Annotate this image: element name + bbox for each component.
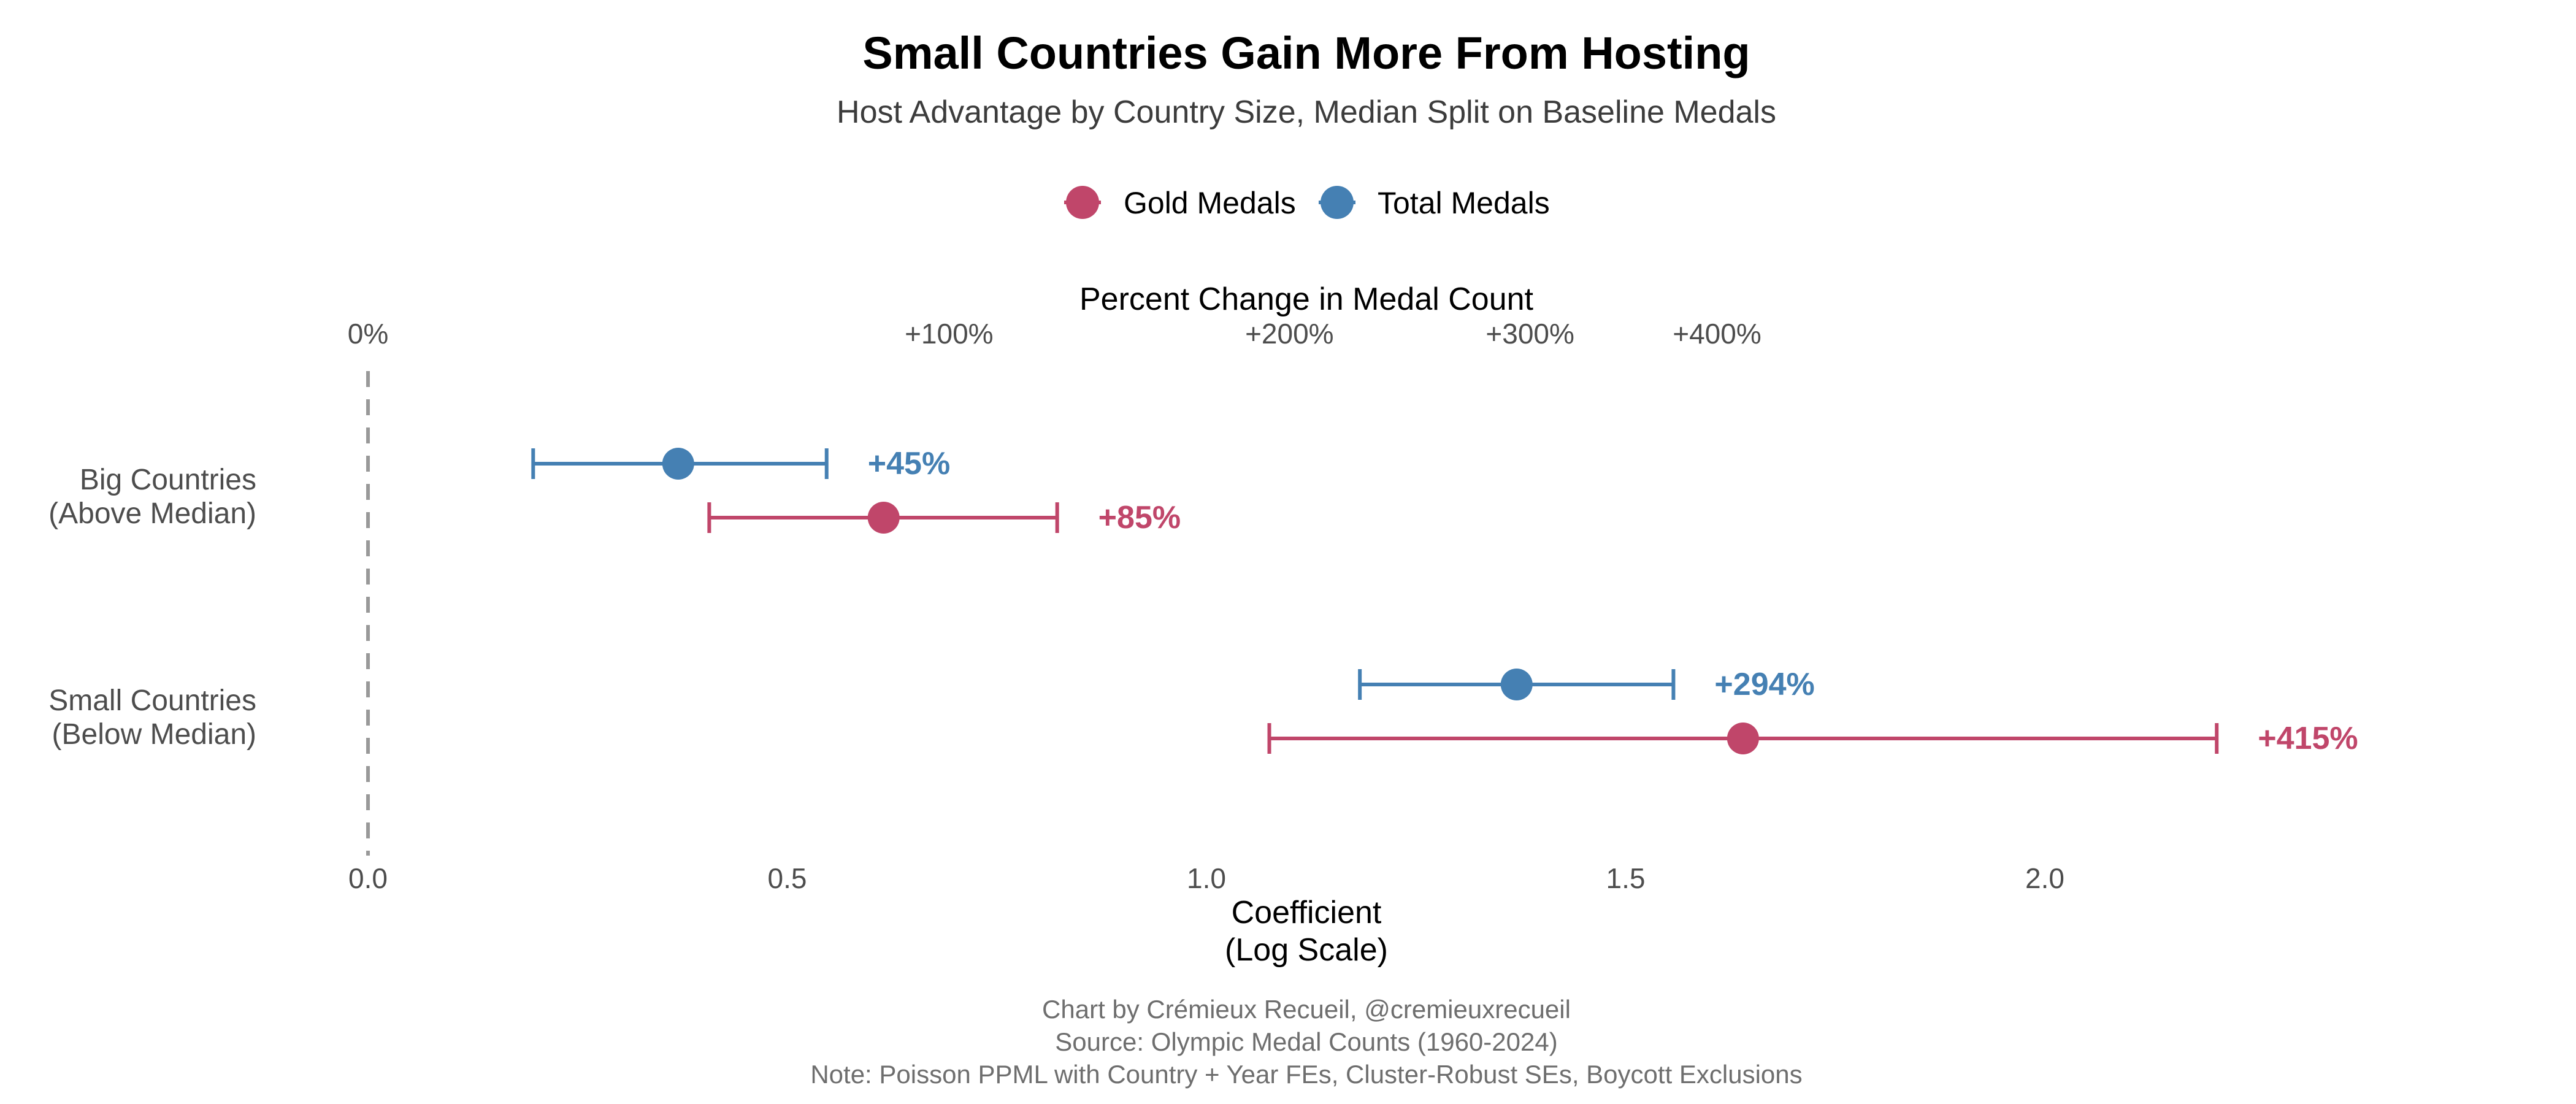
x-tick-label: 1.5 — [1606, 862, 1646, 894]
x-tick-label: 0.5 — [768, 862, 807, 894]
legend-item-total: Total Medals — [1319, 186, 1550, 220]
top-tick-label: +200% — [1245, 318, 1334, 350]
top-tick-label: +100% — [905, 318, 994, 350]
x-axis-title-line2: (Log Scale) — [1225, 932, 1388, 968]
legend-gold-label: Gold Medals — [1124, 186, 1296, 220]
point-value-label: +45% — [868, 446, 950, 481]
top-tick-label: 0% — [348, 318, 388, 350]
y-axis-labels: Big Countries(Above Median) Small Countri… — [48, 464, 256, 751]
category-label: (Below Median) — [52, 718, 256, 751]
caption: Chart by Crémieux Recueil, @cremieuxrecu… — [810, 995, 1802, 1089]
x-tick-label: 2.0 — [2025, 862, 2064, 894]
x-tick-label: 0.0 — [348, 862, 388, 894]
point-marker — [1727, 723, 1759, 754]
top-axis-ticks: 0% +100% +200% +300% +400% — [348, 318, 1761, 350]
point-value-label: +294% — [1714, 667, 1814, 702]
legend-total-marker — [1321, 186, 1354, 219]
chart-subtitle: Host Advantage by Country Size, Median S… — [837, 94, 1776, 130]
legend-gold-marker — [1066, 186, 1099, 219]
point-marker — [867, 502, 900, 534]
caption-source: Source: Olympic Medal Counts (1960-2024) — [1055, 1027, 1557, 1056]
point-value-label: +85% — [1098, 500, 1181, 535]
legend: Gold Medals Total Medals — [1064, 186, 1550, 220]
category-label: (Above Median) — [48, 497, 256, 530]
top-tick-label: +400% — [1673, 318, 1761, 350]
x-tick-label: 1.0 — [1187, 862, 1226, 894]
point-marker — [662, 448, 694, 480]
chart-title: Small Countries Gain More From Hosting — [862, 28, 1750, 79]
top-axis-title: Percent Change in Medal Count — [1079, 282, 1534, 317]
x-axis-title-line1: Coefficient — [1232, 895, 1382, 930]
legend-total-label: Total Medals — [1378, 186, 1550, 220]
x-axis-ticks: 0.0 0.5 1.0 1.5 2.0 — [348, 862, 2064, 894]
category-label: Small Countries — [48, 684, 256, 717]
point-value-label: +415% — [2258, 721, 2358, 756]
top-tick-label: +300% — [1485, 318, 1574, 350]
plot-marks: +45% +294% +85% +415% — [531, 446, 2358, 756]
caption-note: Note: Poisson PPML with Country + Year F… — [810, 1060, 1802, 1089]
legend-item-gold: Gold Medals — [1064, 186, 1296, 220]
caption-credit: Chart by Crémieux Recueil, @cremieuxrecu… — [1042, 995, 1571, 1024]
point-marker — [1500, 669, 1533, 700]
category-label: Big Countries — [80, 464, 256, 496]
